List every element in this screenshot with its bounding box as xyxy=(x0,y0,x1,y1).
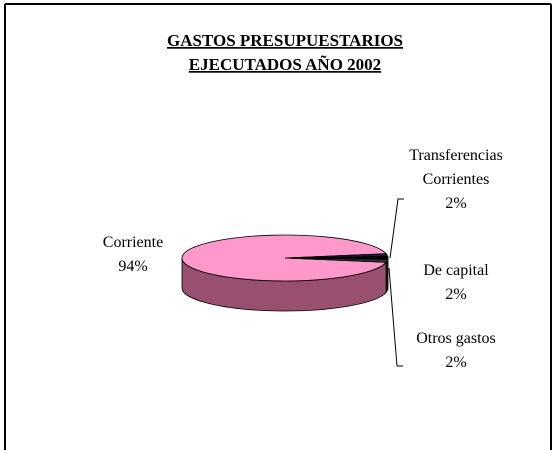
chart-title: GASTOS PRESUPUESTARIOS xyxy=(167,31,403,50)
slice-side xyxy=(385,259,389,294)
value-label: 94% xyxy=(118,258,148,275)
leader-line xyxy=(388,267,403,367)
slice xyxy=(181,234,388,282)
category-label: Corriente xyxy=(102,234,164,251)
category-label: Otros gastos xyxy=(416,330,496,347)
category-label: Transferencias Corrientes xyxy=(409,147,503,188)
pie xyxy=(181,234,389,312)
value-label: 2% xyxy=(445,286,467,303)
data-label: Corriente 94% xyxy=(78,231,188,279)
data-label: Transferencias Corrientes 2% xyxy=(406,144,506,216)
chart-title: EJECUTADOS AÑO 2002 xyxy=(189,55,381,74)
category-label: De capital xyxy=(423,262,489,279)
leader-line xyxy=(389,198,404,259)
value-label: 2% xyxy=(445,195,467,212)
data-label: De capital 2% xyxy=(398,259,514,307)
slice xyxy=(284,257,389,263)
data-label: Otros gastos 2% xyxy=(398,327,514,375)
value-label: 2% xyxy=(445,354,467,371)
